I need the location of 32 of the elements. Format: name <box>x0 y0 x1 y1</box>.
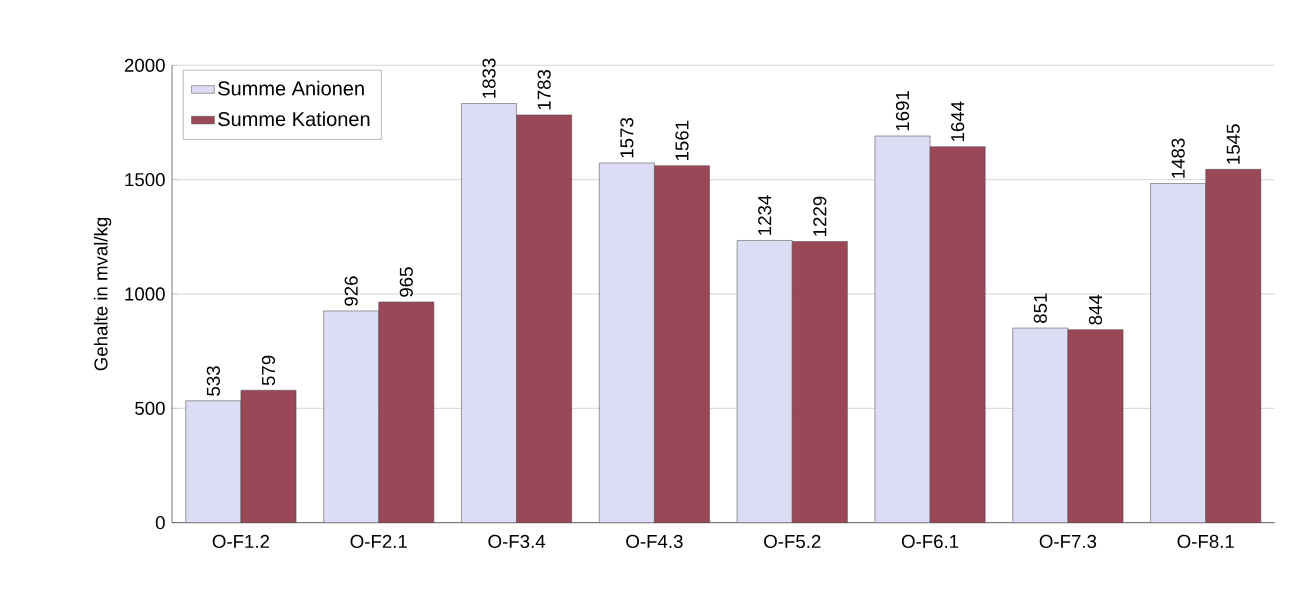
data-label: 844 <box>1088 294 1103 325</box>
y-tick-label: 0 <box>155 516 165 530</box>
x-tick-label: O-F3.4 <box>488 534 546 549</box>
legend-label: Summe Anionen <box>218 81 364 96</box>
x-tick-label: O-F1.2 <box>212 534 270 549</box>
x-tick-label: O-F2.1 <box>350 534 407 549</box>
data-label: 1573 <box>620 118 634 158</box>
y-axis-title: Gehalte in mval/kg <box>93 218 112 371</box>
y-tick-label: 1500 <box>125 173 165 187</box>
data-label: 533 <box>206 366 220 396</box>
data-label: 965 <box>399 267 413 298</box>
data-label: 1691 <box>895 91 910 131</box>
y-tick-label: 1000 <box>125 287 165 301</box>
data-label: 1545 <box>1226 124 1240 164</box>
data-label: 1229 <box>813 196 827 237</box>
x-tick-label: O-F8.1 <box>1177 534 1234 549</box>
x-tick-label: O-F5.2 <box>764 534 821 549</box>
data-label: 1234 <box>758 195 772 235</box>
data-label: 1644 <box>951 101 965 142</box>
data-label: 1561 <box>675 121 689 161</box>
data-label: 926 <box>344 276 358 306</box>
data-label: 1783 <box>537 70 551 110</box>
data-label: 1483 <box>1171 138 1185 179</box>
x-tick-label: O-F4.3 <box>626 534 683 549</box>
y-tick-label: 2000 <box>124 58 165 73</box>
data-label: 851 <box>1033 293 1047 324</box>
legend-label: Summe Kationen <box>218 111 370 127</box>
x-tick-label: O-F6.1 <box>901 534 959 549</box>
x-tick-label: O-F7.3 <box>1039 534 1097 549</box>
y-tick-label: 500 <box>135 401 165 416</box>
data-label: 1833 <box>482 58 496 98</box>
data-label: 579 <box>261 355 276 386</box>
